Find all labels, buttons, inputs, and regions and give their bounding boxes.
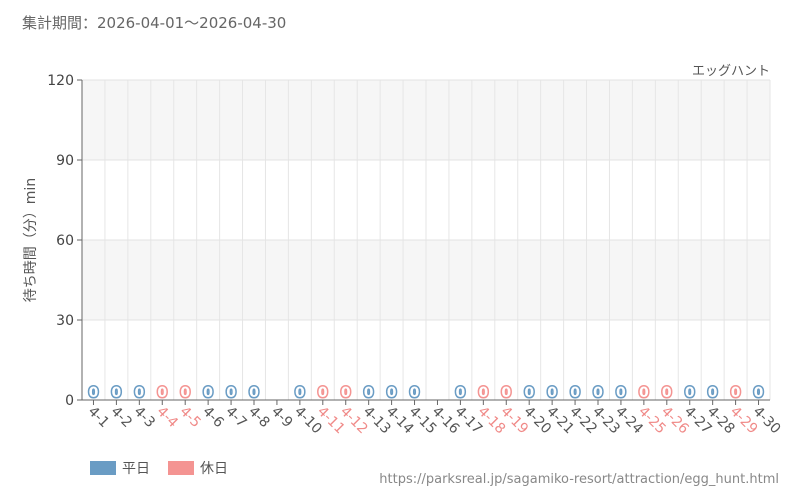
x-tick-label: 4-6 (199, 404, 227, 432)
chart-subtitle: エッグハント (691, 64, 770, 79)
x-tick-label: 4-8 (245, 404, 272, 431)
legend-label-weekday: 平日 (122, 461, 150, 477)
y-tick-label: 30 (56, 313, 74, 329)
data-label: 0 (157, 385, 167, 401)
data-label: 0 (478, 385, 488, 401)
data-label: 0 (364, 385, 374, 401)
data-label: 0 (456, 385, 466, 401)
x-tick-label: 4-2 (108, 404, 135, 431)
x-tick-label: 4-7 (222, 404, 249, 431)
data-label: 0 (570, 385, 580, 401)
data-label: 0 (547, 385, 557, 401)
data-label: 0 (180, 385, 190, 401)
y-tick-label: 90 (56, 153, 74, 169)
y-tick-label: 120 (47, 73, 74, 89)
data-label: 0 (639, 385, 649, 401)
data-label: 0 (89, 385, 99, 401)
x-tick-label: 4-5 (176, 404, 203, 431)
source-url[interactable]: https://parksreal.jp/sagamiko-resort/att… (379, 472, 779, 487)
collection-period: 集計期間：2026-04-01～2026-04-30 (22, 14, 287, 32)
legend-item-weekday[interactable]: 平日 (90, 458, 150, 478)
x-tick-label: 4-9 (268, 404, 295, 431)
data-label: 0 (112, 385, 122, 401)
data-label: 0 (708, 385, 718, 401)
y-tick-label: 0 (65, 393, 74, 409)
data-label: 0 (731, 385, 741, 401)
legend-swatch-holiday (168, 461, 194, 475)
data-label: 0 (387, 385, 397, 401)
data-label: 0 (501, 385, 511, 401)
data-label: 0 (662, 385, 672, 401)
data-label: 0 (249, 385, 259, 401)
data-label: 0 (318, 385, 328, 401)
data-label: 0 (754, 385, 764, 401)
data-label: 0 (524, 385, 534, 401)
legend-label-holiday: 休日 (200, 461, 228, 477)
x-tick-label: 4-4 (153, 404, 181, 432)
y-axis-label: 待ち時間（分）min (23, 178, 39, 302)
data-label: 0 (341, 385, 351, 401)
data-label: 0 (593, 385, 603, 401)
x-tick-label: 4-1 (85, 404, 112, 431)
data-label: 0 (226, 385, 236, 401)
data-label: 0 (685, 385, 695, 401)
data-label: 0 (616, 385, 626, 401)
data-label: 0 (295, 385, 305, 401)
data-label: 0 (134, 385, 144, 401)
data-label: 0 (410, 385, 420, 401)
y-tick-label: 60 (56, 233, 74, 249)
data-label: 0 (203, 385, 213, 401)
x-tick-label: 4-3 (131, 404, 158, 431)
legend-swatch-weekday (90, 461, 116, 475)
legend-item-holiday[interactable]: 休日 (168, 458, 228, 478)
chart-legend: 平日 休日 (90, 458, 228, 478)
